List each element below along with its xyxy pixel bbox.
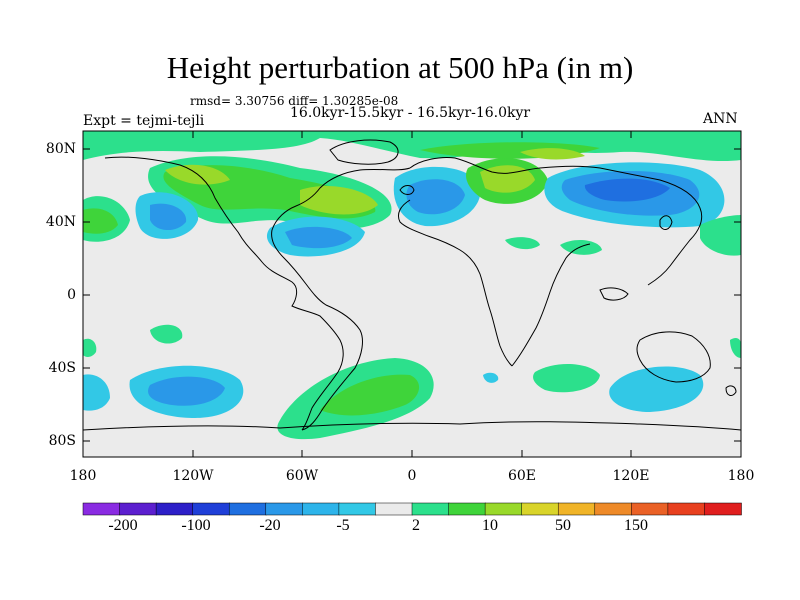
lat-tick-40s: 40S (48, 360, 76, 376)
colorbar-swatch (667, 502, 706, 516)
eurasia-north-coast (409, 157, 703, 286)
axis-ticks (83, 131, 741, 457)
lon-tick-0: 0 (407, 468, 417, 484)
lon-tick-120w: 120W (172, 468, 214, 484)
colorbar-swatch (484, 502, 523, 516)
colorbar-label: 2 (412, 517, 420, 534)
lon-tick-60w: 60W (285, 468, 319, 484)
new-zealand-coast (725, 385, 737, 396)
colorbar-swatch (594, 502, 633, 516)
colorbar-label: -20 (259, 517, 281, 534)
colorbar-swatch (521, 502, 559, 516)
greenland-coast (329, 139, 399, 165)
americas-east-coast (271, 167, 411, 431)
lon-tick-60e: 60E (507, 468, 537, 484)
colorbar-swatch (704, 502, 742, 516)
lon-tick-120e: 120E (612, 468, 650, 484)
british-isles-coast (399, 185, 415, 195)
africa-east-coast (511, 243, 591, 367)
europe-negative-core (406, 179, 465, 215)
west-edge-positive (83, 338, 97, 357)
colorbar-swatch (119, 502, 157, 516)
australia-coast (636, 331, 711, 383)
africa-west-coast (397, 199, 513, 367)
arctic-core-positive (520, 148, 585, 160)
north-atlantic-negative-core (285, 226, 352, 249)
colorbar-swatch (411, 502, 450, 516)
japan-coast (659, 215, 673, 230)
south-atlantic-positive-core (320, 374, 420, 416)
east-asia-negative-core (584, 178, 670, 202)
map-title: Height perturbation at 500 hPa (in m) (166, 50, 634, 85)
west-pacific-positive-core (83, 208, 118, 234)
colorbar-label: 150 (624, 517, 648, 534)
middle-east-positive (560, 239, 602, 255)
antarctica-coast (83, 421, 741, 431)
colorbar-label: 50 (555, 517, 571, 534)
contour-field (83, 131, 741, 457)
stats-line: rmsd= 3.30756 diff= 1.30285e-08 (190, 94, 399, 108)
colorbar-swatch (375, 502, 413, 516)
colorbar-swatch (338, 502, 377, 516)
period-label: 16.0kyr-15.5kyr - 16.5kyr-16.0kyr (290, 105, 531, 121)
colorbar-label: -200 (108, 517, 138, 534)
colorbar-swatch (228, 502, 267, 516)
colorbar-swatch (265, 502, 304, 516)
colorbar-label: -5 (336, 517, 350, 534)
colorbar-swatch (155, 502, 194, 516)
indonesia-coast (599, 287, 629, 301)
colorbar-swatch (448, 502, 486, 516)
north-america-positive-core (300, 185, 378, 215)
colorbar-swatch (631, 502, 669, 516)
lat-tick-40n: 40N (45, 214, 76, 230)
lat-tick-80n: 80N (45, 141, 76, 157)
lon-tick-180e: 180 (727, 468, 755, 484)
season-label: ANN (703, 111, 738, 127)
coastlines (83, 139, 741, 431)
experiment-label: Expt = tejmi-tejli (83, 113, 205, 129)
lat-tick-80s: 80S (48, 433, 76, 449)
arctic-positive-band (83, 131, 741, 162)
madagascar-negative (483, 372, 499, 383)
africa-north-positive (505, 237, 540, 250)
colorbar (82, 502, 742, 516)
colorbar-label: 10 (482, 517, 498, 534)
colorbar-swatch (192, 502, 230, 516)
lon-tick-180w: 180 (69, 468, 97, 484)
colorbar-swatch (557, 502, 596, 516)
colorbar-label: -100 (181, 517, 211, 534)
west-south-pacific-negative (83, 374, 110, 411)
east-edge-positive (700, 215, 741, 256)
north-pacific-negative-core (150, 203, 187, 231)
south-pacific-negative-core (148, 376, 225, 406)
colorbar-swatch (82, 502, 121, 516)
lat-tick-0: 0 (67, 287, 76, 303)
colorbar-swatch (302, 502, 340, 516)
indian-ocean-positive (533, 364, 600, 393)
pacific-small-positive (150, 324, 183, 344)
americas-west-coast (104, 156, 344, 431)
east-edge-small-positive (730, 337, 741, 358)
australia-south-negative (609, 366, 704, 412)
